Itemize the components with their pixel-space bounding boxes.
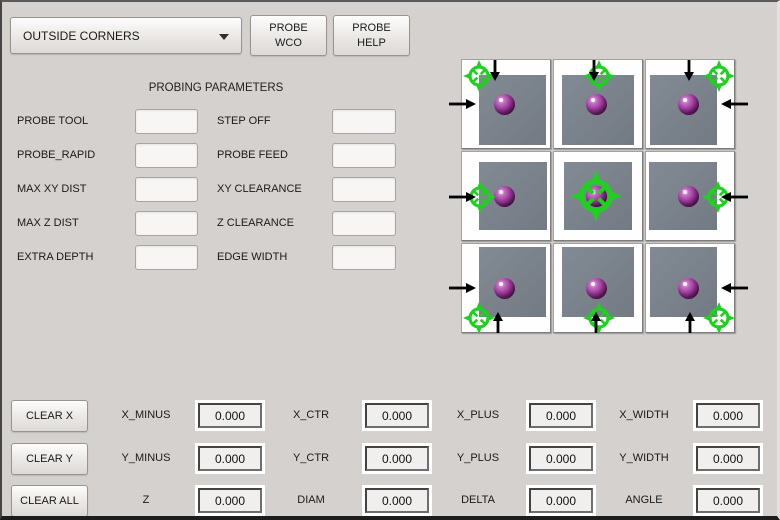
- target-reticle-icon: [702, 301, 736, 335]
- probe-mode-select[interactable]: OUTSIDE CORNERS: [10, 17, 242, 54]
- probe-tile-center-target: [553, 151, 643, 241]
- edge-width-input[interactable]: [332, 245, 396, 270]
- y-minus-label: Y_MINUS: [121, 452, 171, 464]
- probe-wco-button[interactable]: PROBE WCO: [250, 15, 327, 56]
- x-minus-label: X_MINUS: [121, 409, 171, 421]
- y-ctr-value[interactable]: [365, 446, 429, 471]
- approach-arrow-left-icon: [721, 192, 748, 202]
- probe-ball-icon: [586, 278, 607, 299]
- probe-tool-input[interactable]: [135, 109, 198, 134]
- probe-feed-input[interactable]: [332, 143, 396, 168]
- y-plus-label: Y_PLUS: [456, 452, 500, 464]
- probe-tool-label: PROBE TOOL: [17, 115, 89, 127]
- clear-y-button[interactable]: CLEAR Y: [11, 443, 88, 475]
- y-minus-value[interactable]: [198, 446, 262, 471]
- y-width-label: Y_WIDTH: [619, 452, 669, 464]
- max-z-dist-input[interactable]: [135, 211, 198, 236]
- probe-help-button[interactable]: PROBE HELP: [333, 15, 410, 56]
- approach-arrow-down-icon: [684, 60, 694, 81]
- probe-rapid-input[interactable]: [135, 143, 198, 168]
- y-ctr-label: Y_CTR: [292, 452, 330, 464]
- delta-label: DELTA: [461, 494, 495, 506]
- approach-arrow-left-icon: [721, 283, 748, 293]
- clear-x-button[interactable]: CLEAR X: [11, 400, 88, 432]
- extra-depth-input[interactable]: [135, 245, 198, 270]
- delta-value[interactable]: [529, 488, 593, 513]
- approach-arrow-right-icon: [449, 283, 476, 293]
- y-width-value[interactable]: [696, 446, 760, 471]
- target-reticle-icon: [462, 301, 496, 335]
- xy-clearance-label: XY CLEARANCE: [217, 183, 302, 195]
- probe-ball-icon: [678, 94, 699, 115]
- diam-value[interactable]: [365, 488, 429, 513]
- step-off-input[interactable]: [332, 109, 396, 134]
- step-off-label: STEP OFF: [217, 115, 271, 127]
- approach-arrow-down-icon: [490, 60, 500, 81]
- probe-help-label-line2: HELP: [357, 36, 386, 49]
- approach-arrow-right-icon: [449, 99, 476, 109]
- max-xy-dist-input[interactable]: [135, 177, 198, 202]
- approach-arrow-right-icon: [449, 192, 476, 202]
- diam-label: DIAM: [297, 494, 325, 506]
- x-plus-label: X_PLUS: [456, 409, 500, 421]
- probe-wco-label-line2: WCO: [275, 36, 302, 49]
- probe-ball-icon: [586, 94, 607, 115]
- approach-arrow-up-icon: [685, 312, 695, 333]
- edge-width-label: EDGE WIDTH: [217, 251, 288, 263]
- target-reticle-icon: [462, 59, 496, 93]
- approach-arrow-down-icon: [589, 60, 599, 81]
- approach-arrow-left-icon: [721, 99, 748, 109]
- probe-ball-icon: [494, 186, 515, 207]
- target-reticle-icon: [570, 170, 622, 222]
- clear-all-button[interactable]: CLEAR ALL: [11, 485, 88, 516]
- probing-parameters-title: PROBING PARAMETERS: [148, 82, 284, 94]
- target-reticle-icon: [702, 59, 736, 93]
- max-xy-dist-label: MAX XY DIST: [17, 183, 87, 195]
- probe-tile-outside-edge-right: [645, 151, 748, 241]
- z-label: Z: [142, 494, 150, 506]
- probe-tile-outside-edge-left: [449, 151, 551, 241]
- probe-tile-outside-edge-bottom: [553, 243, 643, 335]
- angle-value[interactable]: [696, 488, 760, 513]
- max-z-dist-label: MAX Z DIST: [17, 217, 79, 229]
- target-reticle-icon: [701, 180, 735, 214]
- probe-feed-label: PROBE FEED: [217, 149, 288, 161]
- probe-ball-icon: [678, 186, 699, 207]
- x-width-value[interactable]: [696, 403, 760, 428]
- probe-help-label-line1: PROBE: [352, 21, 391, 34]
- x-plus-value[interactable]: [529, 403, 593, 428]
- x-ctr-value[interactable]: [365, 403, 429, 428]
- z-clearance-input[interactable]: [332, 211, 396, 236]
- probe-tile-outside-corner-bottom-right: [645, 243, 748, 335]
- approach-arrow-up-icon: [591, 312, 601, 333]
- extra-depth-label: EXTRA DEPTH: [17, 251, 94, 263]
- chevron-down-icon: [219, 33, 229, 40]
- z-clearance-label: Z CLEARANCE: [217, 217, 295, 229]
- probe-rapid-label: PROBE_RAPID: [17, 149, 96, 161]
- probe-mode-value: OUTSIDE CORNERS: [23, 28, 140, 43]
- x-minus-value[interactable]: [198, 403, 262, 428]
- probe-tile-outside-corner-bottom-left: [449, 243, 551, 335]
- probe-ball-icon: [494, 278, 515, 299]
- xy-clearance-input[interactable]: [332, 177, 396, 202]
- x-ctr-label: X_CTR: [292, 409, 330, 421]
- probe-ball-icon: [494, 94, 515, 115]
- probe-position-diagram: [449, 59, 748, 335]
- probe-wco-label-line1: PROBE: [269, 21, 308, 34]
- probe-tile-outside-corner-top-left: [449, 59, 551, 149]
- probe-ball-icon: [678, 278, 699, 299]
- angle-label: ANGLE: [625, 494, 663, 506]
- z-value[interactable]: [198, 488, 262, 513]
- probe-tile-outside-edge-top: [553, 59, 643, 149]
- y-plus-value[interactable]: [529, 446, 593, 471]
- approach-arrow-up-icon: [493, 312, 503, 333]
- x-width-label: X_WIDTH: [619, 409, 669, 421]
- probe-tile-outside-corner-top-right: [645, 59, 748, 149]
